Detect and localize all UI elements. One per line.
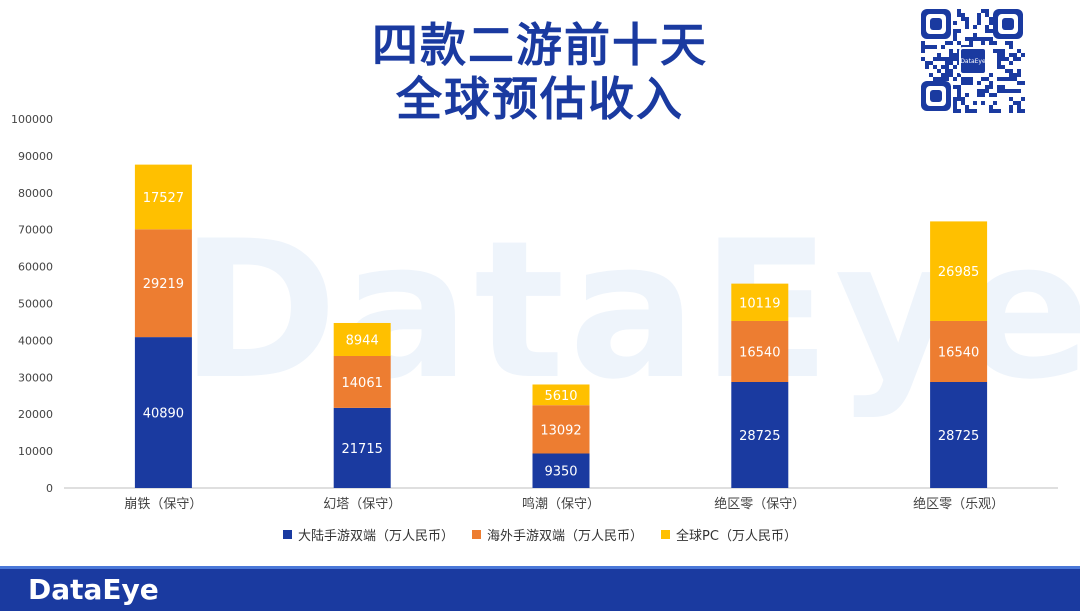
legend-item-mainland: 大陆手游双端（万人民币）: [283, 525, 454, 544]
qr-code: DataEye: [920, 8, 1026, 114]
bar-segment: [333, 322, 391, 356]
legend-label: 海外手游双端（万人民币）: [487, 529, 644, 544]
legend-item-overseas: 海外手游双端（万人民币）: [472, 525, 643, 544]
y-tick-label: 30000: [18, 371, 53, 384]
data-label: 28725: [739, 429, 780, 444]
bar-segment: [134, 337, 192, 488]
bar-segment: [333, 355, 391, 408]
chart-title-line-2: 全球预估收入: [396, 72, 684, 126]
data-label: 40890: [143, 407, 184, 422]
x-tick-label: 鸣潮（保守）: [522, 496, 600, 512]
bar-segment: [731, 382, 789, 488]
data-label: 28725: [938, 429, 979, 444]
svg-text:DataEye: DataEye: [960, 58, 986, 65]
bar-segment: [930, 221, 988, 321]
x-tick-label: 幻塔（保守）: [323, 497, 401, 512]
data-label: 9350: [544, 465, 577, 480]
footer-bar: DataEye: [0, 566, 1080, 611]
data-label: 16540: [739, 345, 780, 360]
footer-logo: DataEye: [28, 573, 159, 606]
bar-segment: [134, 229, 192, 338]
bar-segment: [930, 320, 988, 383]
data-label: 21715: [342, 442, 383, 457]
x-tick-label: 绝区零（乐观）: [913, 496, 1004, 512]
chart-title-line-1: 四款二游前十天: [372, 18, 708, 72]
y-tick-label: 60000: [18, 261, 53, 274]
bar-segment: [333, 407, 391, 488]
y-tick-label: 0: [46, 482, 53, 495]
y-tick-label: 100000: [11, 113, 53, 126]
legend-label: 全球PC（万人民币）: [676, 529, 797, 544]
bar-segment: [731, 320, 789, 383]
x-tick-label: 崩铁（保守）: [124, 497, 202, 512]
bar-segment: [532, 453, 590, 488]
legend-swatch: [472, 530, 482, 539]
data-label: 10119: [739, 296, 780, 311]
bar-segment: [930, 382, 988, 488]
bar-segment: [134, 164, 192, 230]
y-tick-label: 80000: [18, 187, 53, 200]
chart-title: 四款二游前十天 全球预估收入: [270, 18, 810, 126]
legend-label: 大陆手游双端（万人民币）: [298, 529, 455, 544]
x-tick-label: 绝区零（保守）: [714, 496, 805, 512]
y-tick-label: 50000: [18, 298, 53, 311]
data-label: 16540: [938, 345, 979, 360]
data-label: 8944: [346, 333, 379, 348]
data-label: 5610: [544, 389, 577, 404]
bar-segment: [532, 384, 590, 406]
data-label: 26985: [938, 265, 979, 280]
bar-segment: [731, 283, 789, 321]
y-tick-label: 40000: [18, 334, 53, 347]
y-tick-label: 20000: [18, 408, 53, 421]
data-label: 17527: [143, 191, 184, 206]
legend-item-pc: 全球PC（万人民币）: [661, 525, 797, 544]
y-tick-label: 70000: [18, 224, 53, 237]
legend-swatch: [661, 530, 671, 539]
legend: 大陆手游双端（万人民币） 海外手游双端（万人民币） 全球PC（万人民币）: [0, 525, 1080, 544]
bar-segment: [532, 405, 590, 454]
y-tick-label: 10000: [18, 445, 53, 458]
legend-swatch: [283, 530, 293, 539]
data-label: 29219: [143, 277, 184, 292]
data-label: 14061: [342, 376, 383, 391]
y-tick-label: 90000: [18, 150, 53, 163]
stacked-bar-chart: 0 10000 20000 30000 40000 50000 60000 70000 8000…: [11, 113, 1058, 512]
watermark: DataEye: [180, 200, 1080, 421]
data-label: 13092: [540, 423, 581, 438]
